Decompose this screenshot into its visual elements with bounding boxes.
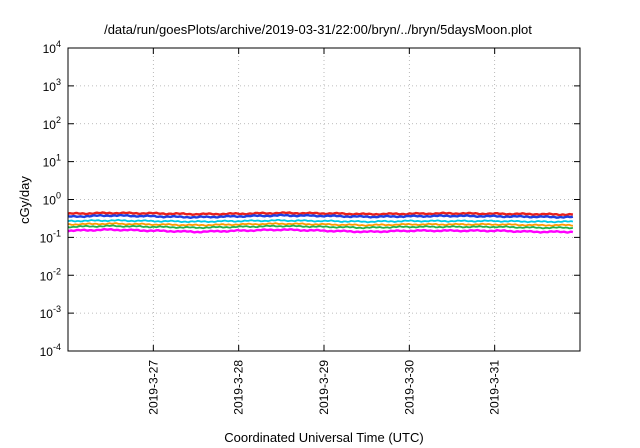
y-tick-label: 10-1 bbox=[40, 228, 61, 245]
y-tick-label: 10-3 bbox=[40, 304, 61, 321]
y-tick-label: 10-2 bbox=[40, 266, 61, 283]
series-line-3 bbox=[67, 218, 574, 224]
y-tick-label: 102 bbox=[43, 115, 61, 132]
y-tick-label: 101 bbox=[43, 153, 61, 170]
y-tick-label: 100 bbox=[43, 191, 61, 208]
chart-title: /data/run/goesPlots/archive/2019-03-31/2… bbox=[104, 22, 532, 37]
x-tick-label: 2019-3-28 bbox=[232, 360, 246, 415]
x-tick-label: 2019-3-30 bbox=[402, 360, 416, 415]
series-line-1 bbox=[67, 211, 574, 217]
grid bbox=[68, 48, 580, 351]
series-layer bbox=[67, 211, 574, 234]
series-line-5 bbox=[67, 224, 574, 230]
y-axis-label: cGy/day bbox=[17, 176, 32, 224]
x-tick-label: 2019-3-29 bbox=[317, 360, 331, 415]
series-line-4 bbox=[67, 222, 574, 227]
series-line-6 bbox=[67, 227, 574, 234]
series-line-2 bbox=[67, 213, 574, 220]
x-tick-label: 2019-3-27 bbox=[146, 360, 160, 415]
ticks bbox=[68, 47, 580, 352]
y-tick-label: 103 bbox=[43, 77, 61, 94]
x-axis-label: Coordinated Universal Time (UTC) bbox=[224, 430, 423, 445]
x-tick-label: 2019-3-31 bbox=[488, 360, 502, 415]
y-tick-label: 104 bbox=[43, 39, 61, 56]
tick-labels: 10-4 10-3 10-2 10-1 100 101 102 103 104 2019-3-27… bbox=[40, 39, 502, 415]
y-tick-label: 10-4 bbox=[40, 342, 61, 359]
